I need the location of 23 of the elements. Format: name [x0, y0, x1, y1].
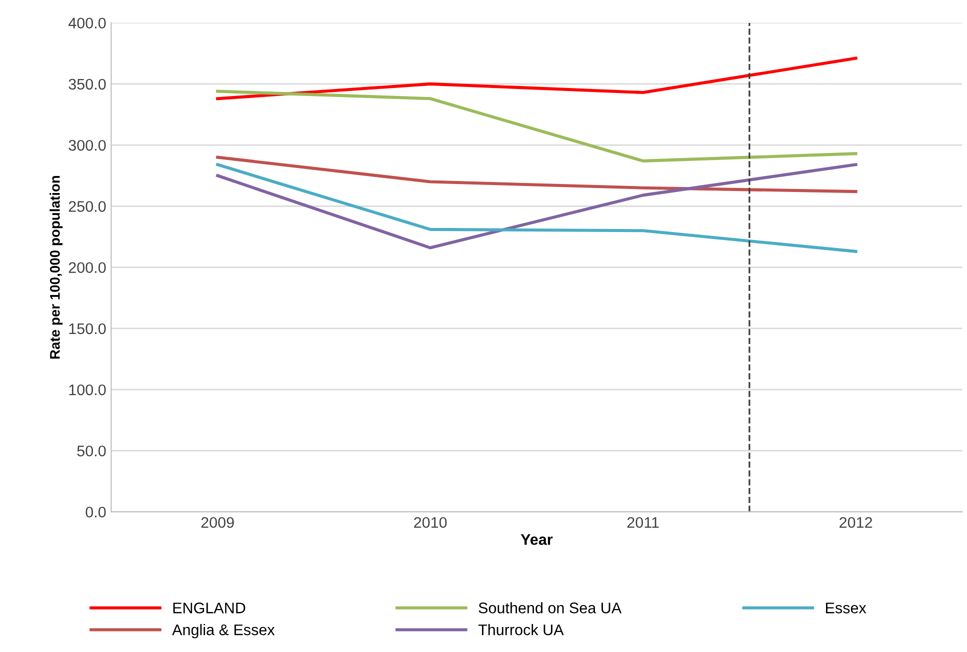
x-tick-label: 2012 — [840, 517, 872, 528]
legend-label: Anglia & Essex — [172, 624, 275, 638]
legend-label: Thurrock UA — [478, 624, 564, 636]
y-tick-label: 100.0 — [69, 384, 106, 396]
y-tick-label: 250.0 — [68, 201, 106, 212]
y-tick-label: 400.0 — [68, 18, 106, 29]
legend-label: Southend on Sea UA — [478, 602, 622, 614]
x-tick-label: 2011 — [627, 517, 659, 528]
y-axis-title: Rate per 100,000 population — [50, 176, 63, 359]
y-tick-label: 350.0 — [68, 78, 106, 90]
x-tick-label: 2010 — [414, 517, 447, 528]
x-tick-label: 2009 — [201, 517, 234, 528]
line-series — [216, 156, 858, 194]
y-tick-label: 50.0 — [77, 446, 106, 456]
x-axis-title: Year — [520, 534, 553, 545]
legend-label: Essex — [826, 602, 866, 614]
legend-label: ENGLAND — [173, 602, 246, 614]
y-tick-label: 0.0 — [86, 506, 106, 518]
y-tick-label: 300.0 — [68, 140, 106, 151]
line-series — [216, 56, 858, 100]
line-series — [216, 90, 858, 162]
y-tick-label: 150.0 — [69, 323, 106, 334]
y-tick-label: 200.0 — [68, 262, 106, 274]
